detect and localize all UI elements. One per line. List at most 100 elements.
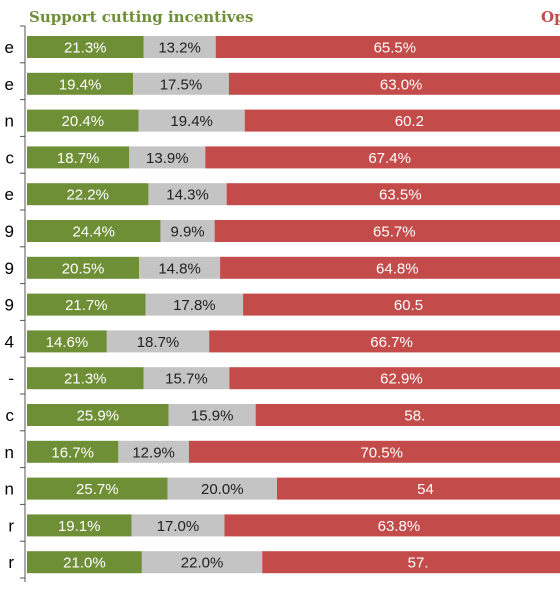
neutral-bar: [143, 367, 230, 390]
neutral-value-label: 18.7%: [137, 334, 180, 351]
oppose-bar: [214, 220, 560, 242]
category-label: n: [5, 443, 14, 462]
support-bar: [27, 109, 139, 132]
oppose-bar: [205, 146, 560, 169]
category-label: 9: [5, 296, 14, 315]
oppose-bar: [188, 440, 560, 463]
oppose-value-label: 63.8%: [378, 518, 421, 535]
neutral-value-label: 15.9%: [191, 408, 234, 425]
support-bar: [27, 367, 144, 390]
category-label: n: [5, 112, 14, 131]
oppose-value-label: 63.0%: [380, 76, 423, 93]
category-label: e: [5, 185, 14, 204]
category-label: r: [8, 516, 14, 535]
oppose-value-label: 60.2: [395, 113, 424, 130]
oppose-value-label: 66.7%: [370, 334, 413, 351]
oppose-bar: [229, 367, 560, 390]
support-value-label: 20.5%: [62, 260, 105, 277]
support-bar: [27, 293, 146, 316]
support-value-label: 24.4%: [72, 224, 115, 241]
legend-support-label: Support cutting incentives: [29, 8, 254, 26]
neutral-value-label: 15.7%: [165, 371, 208, 388]
oppose-bar: [262, 551, 560, 574]
oppose-value-label: 70.5%: [360, 444, 403, 461]
neutral-value-label: 14.3%: [166, 187, 209, 204]
oppose-value-label: 60.5: [394, 297, 423, 314]
neutral-value-label: 22.0%: [181, 555, 224, 572]
neutral-bar: [145, 293, 244, 316]
neutral-bar: [139, 256, 221, 279]
neutral-bar: [106, 330, 210, 353]
neutral-bar: [133, 72, 229, 95]
support-bar: [27, 404, 169, 426]
support-value-label: 21.3%: [64, 371, 107, 388]
neutral-value-label: 17.5%: [160, 76, 203, 93]
neutral-bar: [129, 146, 206, 169]
neutral-bar: [131, 514, 225, 537]
neutral-bar: [167, 477, 277, 500]
legend-oppose-label: Op: [541, 8, 560, 26]
oppose-bar: [215, 36, 560, 58]
oppose-bar: [220, 256, 560, 279]
oppose-value-label: 54: [417, 481, 434, 498]
oppose-value-label: 62.9%: [380, 371, 423, 388]
support-bar: [27, 183, 149, 206]
support-value-label: 21.0%: [63, 555, 106, 572]
category-label: e: [5, 75, 14, 94]
category-label: c: [6, 406, 15, 425]
oppose-bar: [224, 514, 560, 537]
support-value-label: 25.7%: [76, 481, 119, 498]
support-bar: [27, 551, 142, 574]
support-value-label: 14.6%: [46, 334, 89, 351]
oppose-bar: [255, 404, 560, 426]
oppose-bar: [228, 72, 560, 95]
support-value-label: 25.9%: [77, 408, 120, 425]
support-bar: [27, 440, 119, 463]
neutral-bar: [118, 440, 189, 463]
support-value-label: 21.3%: [64, 40, 107, 57]
support-value-label: 22.2%: [66, 187, 109, 204]
oppose-bar: [209, 330, 560, 353]
neutral-value-label: 17.0%: [157, 518, 200, 535]
support-value-label: 20.4%: [62, 113, 105, 130]
support-value-label: 19.1%: [58, 518, 101, 535]
oppose-bar: [276, 477, 560, 500]
neutral-bar: [138, 109, 245, 132]
support-value-label: 16.7%: [51, 444, 94, 461]
neutral-value-label: 20.0%: [201, 481, 244, 498]
oppose-value-label: 57.: [408, 555, 429, 572]
category-label: n: [5, 480, 14, 499]
category-label: e: [5, 38, 14, 57]
support-value-label: 19.4%: [59, 76, 102, 93]
oppose-value-label: 65.7%: [373, 224, 416, 241]
neutral-value-label: 19.4%: [170, 113, 213, 130]
oppose-value-label: 67.4%: [368, 150, 411, 167]
support-bar: [27, 220, 161, 242]
neutral-value-label: 17.8%: [173, 297, 216, 314]
support-value-label: 18.7%: [57, 150, 100, 167]
neutral-bar: [141, 551, 263, 574]
neutral-value-label: 13.2%: [158, 40, 201, 57]
oppose-bar: [244, 109, 560, 132]
support-bar: [27, 514, 132, 537]
support-bar: [27, 330, 107, 353]
support-bar: [27, 477, 168, 500]
neutral-value-label: 12.9%: [132, 444, 175, 461]
neutral-value-label: 13.9%: [146, 150, 189, 167]
category-label: r: [8, 553, 14, 572]
oppose-value-label: 65.5%: [374, 40, 417, 57]
neutral-bar: [143, 36, 216, 58]
oppose-bar: [243, 293, 560, 316]
oppose-bar: [226, 183, 560, 206]
neutral-bar: [148, 183, 227, 206]
bar-rows: 21.3% 13.2% 65.5% 19.4% 17.5% 63.0% 20.4% 19.4%…: [27, 36, 560, 574]
oppose-value-label: 58.: [404, 408, 425, 425]
neutral-bar: [168, 404, 256, 426]
category-label: 9: [5, 259, 14, 278]
category-label: -: [8, 369, 14, 388]
support-bar: [27, 256, 140, 279]
support-bar: [27, 72, 134, 95]
support-bar: [27, 36, 144, 58]
